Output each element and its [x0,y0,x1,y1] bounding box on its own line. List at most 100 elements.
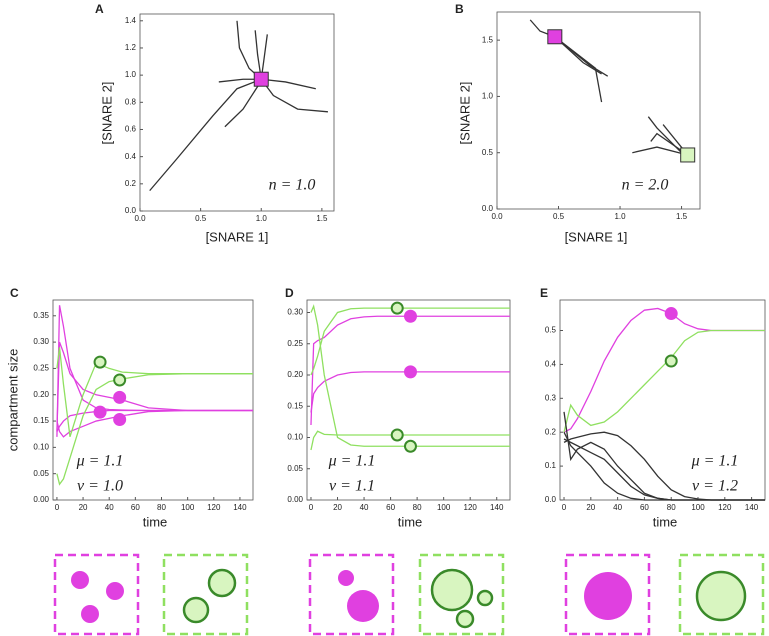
series-line [224,84,260,128]
y-tick-label: 0.20 [33,390,49,399]
y-tick-label: 1.4 [125,16,137,25]
compartment [71,571,89,589]
y-tick-label: 1.2 [125,43,137,52]
annotation: ν = 1.1 [329,478,375,495]
x-tick-label: 1.5 [316,214,328,223]
x-tick-label: 1.0 [614,212,626,221]
plot-frame [306,299,511,501]
series-line [56,409,253,438]
x-tick-label: 80 [157,503,166,512]
compartment [695,570,747,622]
series-line [563,411,765,501]
x-tick-label: 20 [586,503,595,512]
marker [680,147,696,163]
marker [390,301,404,315]
x-tick-label: 20 [79,503,88,512]
x-axis-label: time [653,514,678,529]
x-tick-label: 140 [233,503,247,512]
panel-label: C [10,286,19,300]
schematics [53,553,765,636]
x-axis-label: [SNARE 1] [206,229,269,244]
marker [403,439,417,453]
marker [113,373,127,387]
series-line [260,78,328,113]
annotation: ν = 1.2 [692,478,738,495]
x-tick-label: 1.5 [676,212,688,221]
marker [113,390,127,404]
x-tick-label: 0 [309,503,314,512]
plot-frame [139,13,335,212]
annotation: μ = 1.1 [76,453,124,470]
x-tick-label: 0.0 [491,212,503,221]
marker [403,309,417,323]
series-line [56,409,253,432]
marker [403,365,417,379]
panel-label: E [540,286,548,300]
compartment [106,582,124,600]
y-tick-label: 1.5 [482,35,494,44]
annotation: n = 2.0 [622,177,669,194]
y-tick-label: 0.0 [482,204,494,213]
series-line [563,329,765,433]
x-tick-label: 60 [131,503,140,512]
y-tick-label: 1.0 [125,70,137,79]
series-line [56,341,253,432]
y-tick-label: 0.30 [287,308,303,317]
x-tick-label: 20 [333,503,342,512]
x-tick-label: 120 [718,503,732,512]
y-tick-label: 0.5 [545,326,557,335]
y-tick-label: 0.8 [125,97,137,106]
x-tick-label: 80 [667,503,676,512]
y-tick-label: 0.2 [545,427,557,436]
y-tick-label: 0.25 [33,364,49,373]
y-axis-label: [SNARE 2] [99,82,114,145]
annotation: μ = 1.1 [328,453,376,470]
compartment [430,568,474,612]
marker [547,29,563,45]
y-tick-label: 0.0 [125,206,137,215]
compartment [455,609,475,629]
y-tick-label: 0.1 [545,461,557,470]
compartment [207,568,237,598]
x-tick-label: 40 [360,503,369,512]
series-line [310,430,510,451]
x-axis-label: time [398,514,423,529]
x-tick-label: 60 [640,503,649,512]
compartment [338,570,354,586]
marker [113,412,127,426]
series-line [563,307,765,433]
x-tick-label: 140 [490,503,504,512]
x-tick-label: 0.0 [134,214,146,223]
marker [390,428,404,442]
series-line [310,371,510,413]
compartment [584,572,632,620]
y-tick-label: 0.10 [287,433,303,442]
x-tick-label: 0.5 [553,212,565,221]
marker [253,71,269,87]
x-tick-label: 100 [691,503,705,512]
compartment [347,590,379,622]
x-tick-label: 0 [562,503,567,512]
x-tick-label: 40 [105,503,114,512]
panel-label: D [285,286,294,300]
series-line [254,30,262,80]
y-tick-label: 0.15 [33,416,49,425]
series-line [56,373,253,486]
y-tick-label: 0.3 [545,393,557,402]
y-tick-label: 0.15 [287,401,303,410]
compartment-box [418,553,505,636]
y-tick-label: 0.35 [33,311,49,320]
x-tick-label: 120 [207,503,221,512]
y-tick-label: 0.10 [33,442,49,451]
y-tick-label: 0.4 [545,360,557,369]
series-line [310,307,510,376]
x-tick-label: 40 [613,503,622,512]
x-tick-label: 140 [745,503,759,512]
y-tick-label: 0.4 [125,152,137,161]
y-tick-label: 0.5 [482,148,494,157]
x-axis-label: [SNARE 1] [565,229,628,244]
y-tick-label: 0.6 [125,125,137,134]
series-line [149,78,262,192]
y-tick-label: 0.2 [125,179,137,188]
